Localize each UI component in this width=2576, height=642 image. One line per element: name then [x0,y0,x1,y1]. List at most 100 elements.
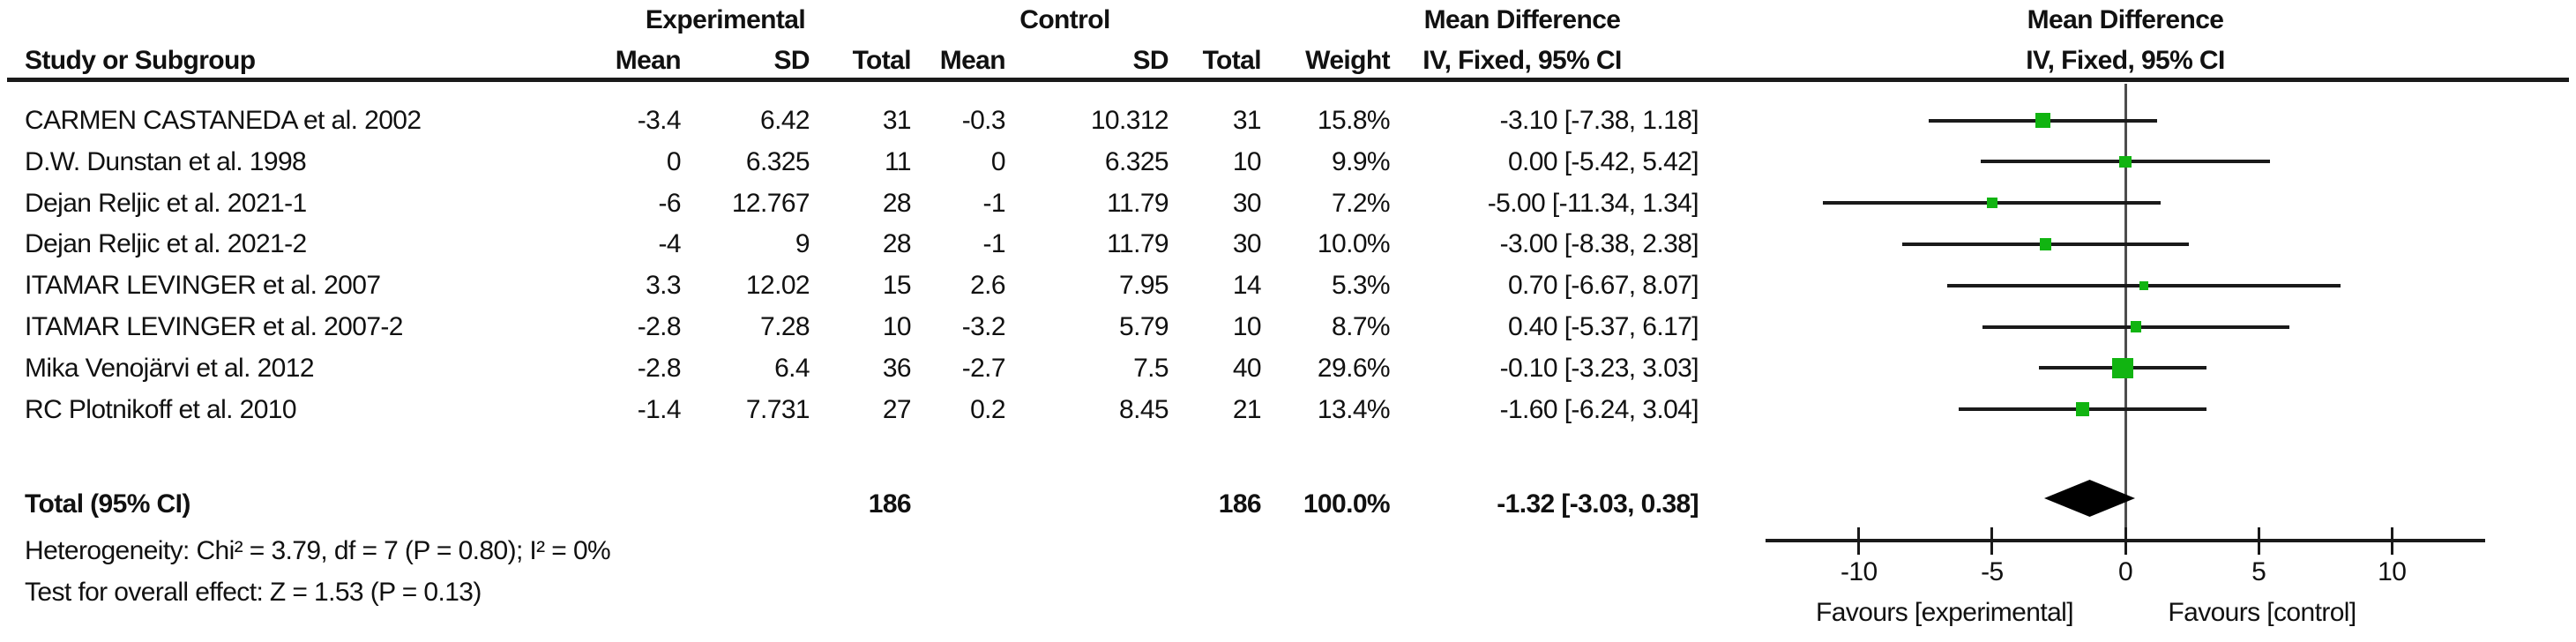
table-row: ITAMAR LEVINGER et al. 2007 3.3 12.02 15 2.6… [0,265,2576,306]
header-rule [7,78,2569,82]
cell-study: Mika Venojärvi et al. 2012 [25,353,315,383]
cell-study: ITAMAR LEVINGER et al. 2007 [25,271,381,301]
x-axis-tick-label: -5 [1981,557,2004,586]
cell-mean_c: -1 [982,188,1006,218]
cell-study: Dejan Reljic et al. 2021-1 [25,188,307,218]
cell-study: Dejan Reljic et al. 2021-2 [25,229,307,259]
cell-total_e: 15 [882,271,912,301]
cell-sd_e: 6.325 [745,146,810,176]
cell-ci: 0.40 [-5.37, 6.17] [1507,312,1699,341]
x-axis-tick [1990,527,1994,555]
cell-sd_c: 7.5 [1133,353,1169,383]
cell-sd_c: 10.312 [1090,106,1169,135]
cell-weight: 7.2% [1332,188,1391,218]
cell-total_c: 40 [1232,353,1262,383]
effect-square [2035,113,2050,128]
cell-sd_c: 11.79 [1107,229,1169,259]
cell-sd_e: 12.02 [745,271,810,301]
cell-sd_c: 11.79 [1107,188,1169,218]
total-n-experimental: 186 [868,489,912,519]
table-row: Dejan Reljic et al. 2021-2 -4 9 28 -1 11.79 30… [0,223,2576,265]
cell-total_c: 10 [1232,312,1262,341]
table-row: CARMEN CASTANEDA et al. 2002 -3.4 6.42 31 -0… [0,100,2576,141]
cell-weight: 10.0% [1317,229,1391,259]
table-row: Mika Venojärvi et al. 2012 -2.8 6.4 36 -2.7 7… [0,347,2576,389]
effect-square [2075,402,2090,416]
group-header-control: Control [1019,5,1110,34]
cell-mean_e: -1.4 [637,394,682,424]
pooled-diamond [2044,480,2136,517]
effect-square [2139,280,2149,290]
col-header-sd-experimental: SD [773,46,810,75]
cell-total_c: 10 [1232,146,1262,176]
effect-square [2130,321,2142,332]
favours-control-label: Favours [control] [2168,598,2356,627]
table-row: D.W. Dunstan et al. 1998 0 6.325 11 0 6.325 10… [0,141,2576,183]
col-header-total-experimental: Total [852,46,912,75]
table-row: RC Plotnikoff et al. 2010 -1.4 7.731 27 0.2 8… [0,389,2576,430]
cell-sd_e: 7.28 [760,312,810,341]
cell-sd_e: 7.731 [745,394,810,424]
group-header-mean-difference-plot: Mean Difference [2027,5,2224,34]
cell-mean_c: 0 [990,146,1006,176]
cell-ci: -1.60 [-6.24, 3.04] [1499,394,1699,424]
col-header-iv-fixed-text: IV, Fixed, 95% CI [1422,46,1622,75]
cell-sd_c: 8.45 [1119,394,1169,424]
cell-sd_c: 5.79 [1119,312,1169,341]
cell-total_e: 10 [882,312,912,341]
cell-ci: 0.70 [-6.67, 8.07] [1507,271,1699,301]
cell-ci: -3.10 [-7.38, 1.18] [1499,106,1699,135]
heterogeneity-text: Heterogeneity: Chi² = 3.79, df = 7 (P = … [25,536,611,565]
cell-ci: 0.00 [-5.42, 5.42] [1507,146,1699,176]
cell-total_c: 30 [1232,229,1262,259]
table-row: ITAMAR LEVINGER et al. 2007-2 -2.8 7.28 10 -… [0,306,2576,347]
effect-square [2112,357,2133,378]
cell-sd_c: 7.95 [1119,271,1169,301]
cell-total_e: 28 [882,229,912,259]
cell-total_e: 27 [882,394,912,424]
group-header-mean-difference-text: Mean Difference [1423,5,1621,34]
cell-total_e: 36 [882,353,912,383]
table-row: Dejan Reljic et al. 2021-1 -6 12.767 28 -1 11… [0,183,2576,224]
effect-square [2039,238,2052,250]
cell-mean_c: -0.3 [961,106,1006,135]
col-header-study: Study or Subgroup [25,46,256,75]
cell-study: D.W. Dunstan et al. 1998 [25,146,307,176]
effect-square [1987,198,1997,208]
cell-mean_c: 0.2 [970,394,1006,424]
cell-sd_c: 6.325 [1104,146,1169,176]
cell-total_e: 31 [882,106,912,135]
col-header-mean-control: Mean [939,46,1006,75]
cell-total_c: 21 [1232,394,1262,424]
col-header-iv-fixed-plot: IV, Fixed, 95% CI [2026,46,2225,75]
total-n-control: 186 [1218,489,1262,519]
cell-ci: -5.00 [-11.34, 1.34] [1487,188,1699,218]
x-axis-tick [2124,527,2127,555]
cell-weight: 9.9% [1332,146,1391,176]
cell-sd_e: 6.42 [760,106,810,135]
cell-total_c: 30 [1232,188,1262,218]
total-label: Total (95% CI) [25,489,190,519]
cell-total_c: 31 [1232,106,1262,135]
col-header-weight: Weight [1305,46,1390,75]
x-axis-tick [2257,527,2260,555]
cell-weight: 13.4% [1317,394,1391,424]
cell-mean_e: 3.3 [646,271,682,301]
x-axis-tick [2390,527,2393,555]
cell-mean_c: -1 [982,229,1006,259]
overall-effect-text: Test for overall effect: Z = 1.53 (P = 0… [25,578,482,607]
col-header-sd-control: SD [1132,46,1169,75]
cell-ci: -0.10 [-3.23, 3.03] [1499,353,1699,383]
cell-ci: -3.00 [-8.38, 2.38] [1499,229,1699,259]
cell-mean_e: -2.8 [637,353,682,383]
cell-sd_e: 9 [795,229,810,259]
cell-weight: 29.6% [1317,353,1391,383]
cell-study: CARMEN CASTANEDA et al. 2002 [25,106,422,135]
x-axis-tick-label: 10 [2378,557,2407,586]
zero-line [2124,84,2127,541]
cell-mean_c: 2.6 [970,271,1006,301]
cell-mean_e: -2.8 [637,312,682,341]
cell-mean_e: -6 [658,188,682,218]
cell-sd_e: 6.4 [774,353,810,383]
x-axis-tick-label: 5 [2251,557,2266,586]
